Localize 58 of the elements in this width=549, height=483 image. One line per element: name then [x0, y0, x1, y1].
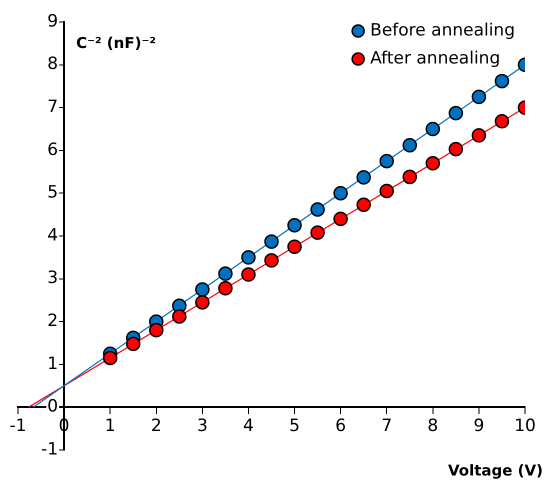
point [333, 186, 348, 200]
y-axis-title: C⁻² (nF)⁻² [76, 34, 156, 52]
x-tick-label: 4 [243, 416, 254, 436]
y-tick-label: 9 [47, 11, 58, 32]
point [218, 280, 233, 296]
point [356, 198, 371, 212]
x-tick-label: 9 [473, 416, 484, 436]
y-tick-label: 7 [47, 97, 58, 118]
point [448, 106, 464, 120]
y-tick-label: 0 [47, 396, 58, 417]
point [264, 234, 279, 249]
x-tick-label: 2 [150, 416, 162, 436]
point [241, 250, 256, 265]
x-tick-label: 10 [514, 416, 536, 436]
x-tick-label: 7 [381, 416, 392, 436]
point [402, 138, 418, 153]
point [287, 239, 302, 254]
x-tick-label: 3 [196, 416, 208, 436]
x-tick-label: 8 [427, 416, 438, 436]
point [494, 114, 510, 129]
point [472, 128, 486, 143]
point [102, 350, 118, 366]
legend-label: After annealing [370, 48, 500, 68]
point [310, 225, 325, 240]
point [149, 322, 164, 338]
y-tick-label: 8 [47, 54, 58, 74]
point [126, 336, 140, 352]
point [241, 267, 256, 282]
y-tick-label: 4 [47, 225, 58, 246]
x-axis-title: Voltage (V) [448, 461, 543, 480]
point [426, 156, 440, 170]
point [379, 184, 394, 198]
x-tick-label: -1 [10, 416, 26, 436]
point [195, 282, 210, 297]
y-tick-label: 3 [47, 268, 58, 288]
point [287, 218, 302, 233]
legend-label: Before annealing [370, 20, 516, 40]
point [333, 212, 348, 226]
point [172, 309, 187, 324]
point [195, 295, 210, 310]
y-tick-label: 6 [47, 140, 58, 160]
point [494, 74, 510, 88]
y-tick-label: 5 [47, 182, 58, 203]
x-tick-label: 1 [104, 416, 116, 436]
y-tick-label: 2 [47, 311, 58, 332]
point [426, 122, 440, 136]
y-tick-label: -1 [41, 439, 58, 460]
point [472, 90, 486, 104]
y-tick-label: 1 [47, 354, 58, 374]
x-tick-label: 6 [335, 416, 346, 436]
point [448, 142, 464, 156]
point [379, 154, 394, 168]
point [310, 202, 325, 217]
point [264, 253, 279, 268]
point [218, 266, 233, 281]
x-tick-label: 5 [289, 416, 300, 436]
point [402, 170, 418, 184]
point [356, 170, 371, 185]
